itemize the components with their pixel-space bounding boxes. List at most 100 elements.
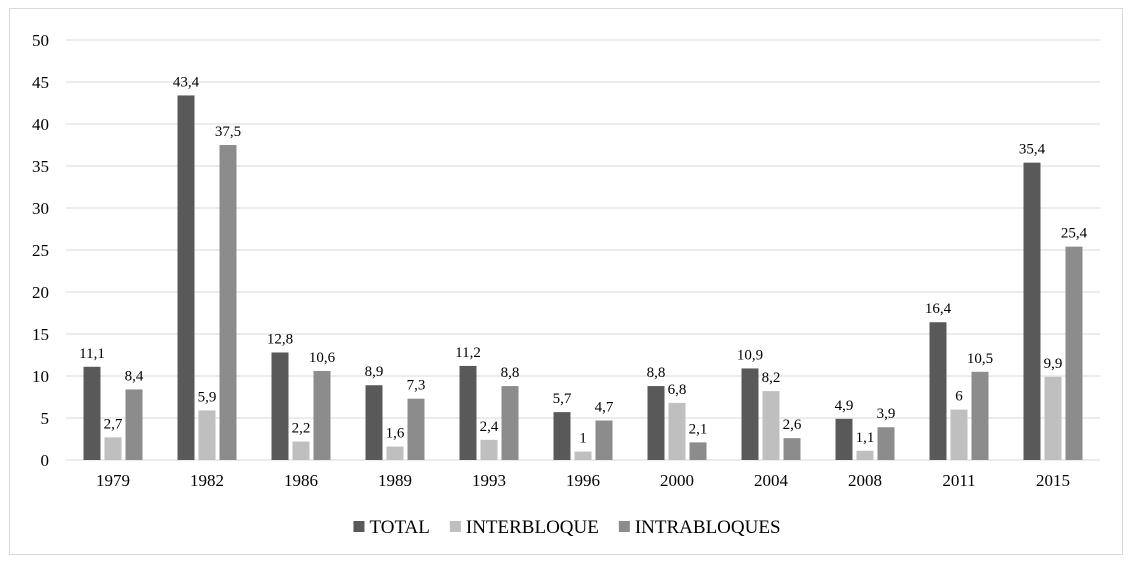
legend-item-interbloque: INTERBLOQUE <box>449 517 599 538</box>
data-label-total-1979: 11,1 <box>79 346 105 362</box>
bar-interbloque-1989 <box>386 446 404 460</box>
data-label-total-2000: 8,8 <box>647 365 666 381</box>
bar-intrabloques-2004 <box>783 438 801 460</box>
data-label-intrabloques-2000: 2,1 <box>689 421 708 437</box>
bar-total-1979 <box>83 366 101 460</box>
data-label-intrabloques-1989: 7,3 <box>407 378 426 394</box>
legend: TOTAL INTERBLOQUE INTRABLOQUES <box>353 517 781 538</box>
bar-intrabloques-2015 <box>1065 246 1083 460</box>
bar-intrabloques-2011 <box>971 371 989 460</box>
data-label-intrabloques-1986: 10,6 <box>309 350 336 366</box>
y-tick-label: 20 <box>32 283 49 302</box>
legend-item-total: TOTAL <box>353 517 430 538</box>
x-tick-label-1982: 1982 <box>190 471 224 490</box>
data-label-interbloque-1986: 2,2 <box>292 421 311 437</box>
data-label-total-2008: 4,9 <box>835 398 854 414</box>
data-label-total-2004: 10,9 <box>737 347 763 363</box>
data-label-interbloque-1996: 1 <box>579 431 587 447</box>
bar-intrabloques-1979 <box>125 389 143 460</box>
y-tick-label: 15 <box>32 325 49 344</box>
y-tick-label: 25 <box>32 241 49 260</box>
y-tick-label: 0 <box>41 451 50 470</box>
bar-total-1993 <box>459 365 477 460</box>
data-label-total-1989: 8,9 <box>365 364 384 380</box>
bar-total-1989 <box>365 385 383 460</box>
bar-interbloque-2000 <box>668 402 686 460</box>
data-label-intrabloques-2008: 3,9 <box>877 406 896 422</box>
legend-label-interbloque: INTERBLOQUE <box>466 517 599 538</box>
bar-intrabloques-1989 <box>407 398 425 460</box>
bar-interbloque-2004 <box>762 391 780 460</box>
data-label-interbloque-1979: 2,7 <box>104 416 123 432</box>
y-tick-label: 5 <box>41 409 50 428</box>
x-tick-label-1986: 1986 <box>284 471 318 490</box>
data-label-total-2011: 16,4 <box>925 301 952 317</box>
data-label-intrabloques-2015: 25,4 <box>1061 226 1088 242</box>
y-tick-label: 30 <box>32 199 49 218</box>
chart-frame: 0 5 10 15 20 25 30 35 40 45 50 11,1 2,7 8,4 43,4 5,9 37… <box>9 8 1123 555</box>
data-label-total-1986: 12,8 <box>267 331 293 347</box>
data-label-interbloque-2011: 6 <box>955 389 963 405</box>
data-label-intrabloques-1996: 4,7 <box>595 400 614 416</box>
bar-intrabloques-1993 <box>501 386 519 460</box>
gridlines <box>66 39 1100 461</box>
bar-total-1986 <box>271 352 289 460</box>
bar-intrabloques-1982 <box>219 145 237 460</box>
bars <box>83 95 1083 460</box>
data-label-interbloque-2004: 8,2 <box>762 370 781 386</box>
data-label-intrabloques-1993: 8,8 <box>501 365 520 381</box>
data-label-intrabloques-1979: 8,4 <box>125 368 144 384</box>
bar-total-2000 <box>647 386 665 460</box>
y-tick-label: 45 <box>32 73 49 92</box>
bar-total-2015 <box>1023 162 1041 460</box>
bar-interbloque-1982 <box>198 410 216 460</box>
legend-item-intrabloques: INTRABLOQUES <box>618 517 781 538</box>
data-label-interbloque-2008: 1,1 <box>856 430 875 446</box>
data-label-total-1996: 5,7 <box>553 391 572 407</box>
data-label-interbloque-1993: 2,4 <box>480 419 499 435</box>
bar-total-1982 <box>177 95 195 460</box>
x-tick-label-1993: 1993 <box>472 471 506 490</box>
legend-swatch-total <box>353 521 365 532</box>
y-tick-label: 35 <box>32 157 49 176</box>
data-label-intrabloques-2004: 2,6 <box>783 417 802 433</box>
data-label-intrabloques-2011: 10,5 <box>967 351 993 367</box>
legend-swatch-interbloque <box>449 521 461 532</box>
bar-intrabloques-1996 <box>595 420 613 460</box>
x-tick-label-1979: 1979 <box>96 471 130 490</box>
x-tick-label-2011: 2011 <box>942 471 975 490</box>
bar-interbloque-1996 <box>574 451 592 460</box>
data-label-total-1982: 43,4 <box>173 74 200 90</box>
bar-interbloque-2015 <box>1044 376 1062 460</box>
data-label-total-2015: 35,4 <box>1019 142 1046 158</box>
data-label-interbloque-1989: 1,6 <box>386 426 405 442</box>
y-tick-label: 50 <box>32 31 49 50</box>
x-tick-label-1989: 1989 <box>378 471 412 490</box>
data-labels: 11,12,78,443,45,937,512,82,210,68,91,67,… <box>79 74 1087 446</box>
bar-interbloque-2011 <box>950 409 968 460</box>
legend-swatch-intrabloques <box>618 521 630 532</box>
x-tick-label-2008: 2008 <box>848 471 882 490</box>
data-label-interbloque-1982: 5,9 <box>198 389 217 405</box>
bar-intrabloques-2008 <box>877 427 895 460</box>
y-tick-label: 10 <box>32 367 49 386</box>
bar-total-2008 <box>835 418 853 460</box>
data-label-intrabloques-1982: 37,5 <box>215 124 241 140</box>
bar-interbloque-1986 <box>292 441 310 460</box>
bar-interbloque-2008 <box>856 450 874 460</box>
y-tick-label: 40 <box>32 115 49 134</box>
bar-intrabloques-2000 <box>689 442 707 460</box>
legend-label-intrabloques: INTRABLOQUES <box>635 517 781 538</box>
x-axis-ticks: 1979 1982 1986 1989 1993 1996 2000 2004 2008 2011… <box>96 471 1070 490</box>
x-tick-label-1996: 1996 <box>566 471 600 490</box>
bar-total-2011 <box>929 322 947 460</box>
data-label-interbloque-2015: 9,9 <box>1044 356 1063 372</box>
data-label-total-1993: 11,2 <box>455 345 481 361</box>
bar-interbloque-1993 <box>480 439 498 460</box>
bar-intrabloques-1986 <box>313 370 331 460</box>
y-axis-ticks: 0 5 10 15 20 25 30 35 40 45 50 <box>32 31 49 470</box>
bar-total-1996 <box>553 412 571 460</box>
x-tick-label-2000: 2000 <box>660 471 694 490</box>
bar-total-2004 <box>741 368 759 460</box>
